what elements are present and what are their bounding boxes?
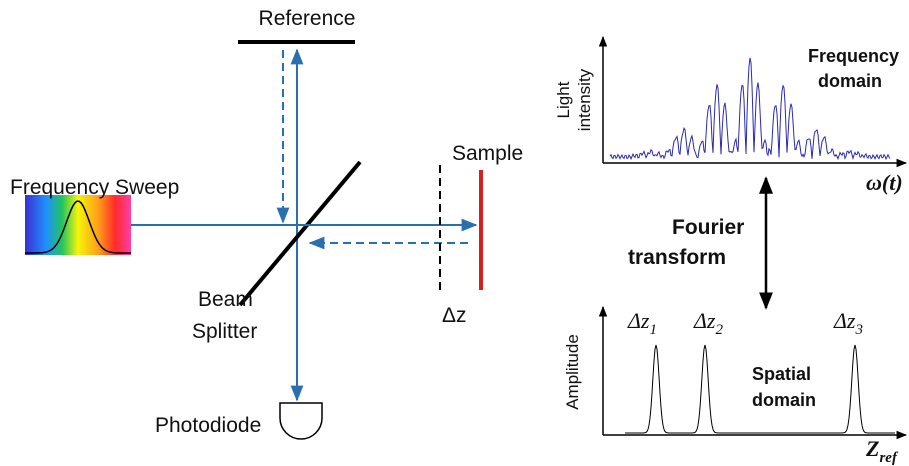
beam-splitter-label: Beam	[198, 288, 253, 311]
sample-label: Sample	[452, 142, 523, 165]
beam-splitter	[238, 160, 362, 307]
domain-label: Frequency	[808, 46, 899, 66]
y-axis-label: Light	[554, 81, 573, 118]
x-axis-label: ω(t)	[866, 170, 903, 195]
a-scan	[625, 344, 895, 434]
math-label: Zref	[865, 436, 899, 466]
math-label: Δz2	[693, 308, 723, 338]
photodiode	[279, 402, 323, 440]
math-label: Δz3	[833, 308, 863, 338]
domain-label: domain	[752, 390, 816, 410]
photodiode-label: Photodiode	[155, 414, 261, 437]
source-label: Frequency Sweep	[10, 176, 179, 199]
transform-label: transform	[628, 246, 726, 269]
y-axis-label: Amplitude	[563, 334, 582, 410]
interferogram	[609, 57, 891, 161]
beam-splitter-label: Splitter	[192, 320, 257, 343]
domain-label: domain	[818, 71, 882, 91]
domain-label: Spatial	[752, 364, 811, 384]
source-curve	[25, 200, 131, 254]
source-spectrum	[25, 195, 131, 255]
transform-label: Fourier	[672, 216, 744, 239]
delta-z-label: Δz	[442, 304, 467, 327]
reference-label: Reference	[259, 7, 356, 30]
math-label: Δz1	[627, 308, 657, 338]
y-axis-label: intensity	[575, 68, 594, 131]
